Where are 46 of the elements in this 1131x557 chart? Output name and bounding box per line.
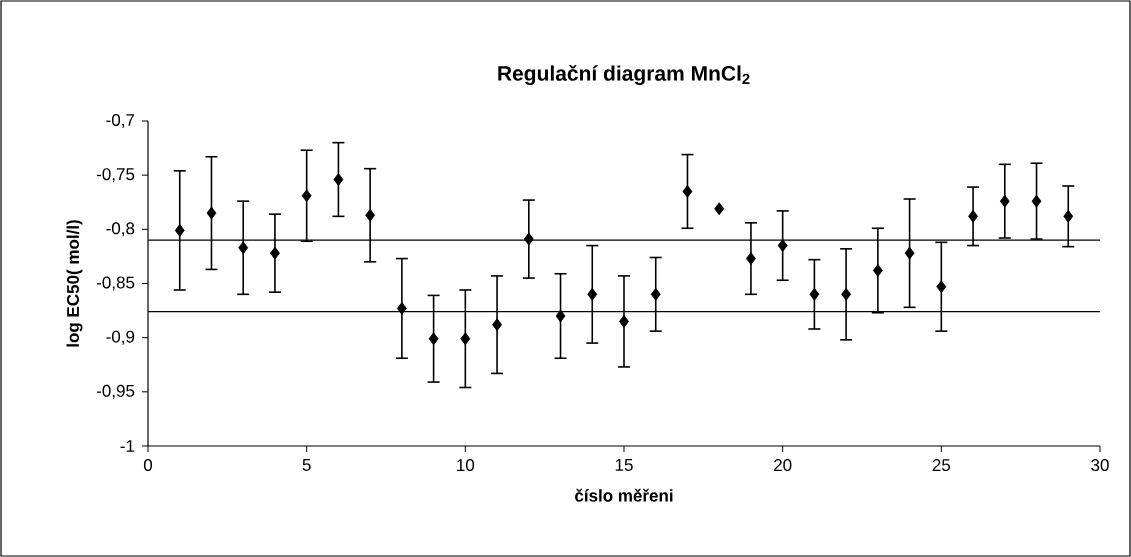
x-tick-label: 25 [932,459,951,472]
point [904,246,915,260]
y-tick-label: -0,75 [96,168,135,183]
point [428,332,439,346]
point [682,185,693,198]
point [174,224,185,237]
y-tick-label: -0,8 [106,222,135,237]
point [206,206,217,220]
y-tick-label: -0,95 [96,384,135,399]
y-tick-label: -0,7 [106,113,135,129]
point [555,309,566,323]
x-tick-label: 20 [774,459,792,472]
x-tick-label: 15 [615,459,633,471]
point [746,252,756,265]
point [714,202,725,216]
chart-title: Regulační diagram MnCl$_{2}$ [498,64,750,86]
y-axis-title: log EC50( mol/l) [66,220,83,347]
point [1031,194,1042,208]
x-tick-label: 10 [457,459,475,472]
point [523,232,534,246]
y-tick-label: -0,9 [106,330,135,345]
point [492,318,502,332]
point [809,287,820,301]
point [270,246,280,260]
point [333,173,344,186]
point [238,241,249,255]
point [1063,209,1074,223]
point [365,208,376,222]
point [999,194,1010,208]
x-tick-label: 30 [1091,459,1109,472]
x-tick-label: 5 [302,459,311,471]
point [841,287,852,301]
point [301,189,312,203]
point [619,315,629,328]
point [396,302,407,315]
point [587,287,598,301]
point [777,239,788,252]
point [968,209,978,223]
y-tick-label: -1 [120,440,135,452]
x-axis-title: číslo měřeni [575,488,673,502]
y-tick-label: -0,85 [96,276,135,291]
point [872,264,883,277]
point [650,287,661,301]
point [460,332,471,346]
x-tick-label: 0 [143,459,153,472]
point [936,280,947,294]
